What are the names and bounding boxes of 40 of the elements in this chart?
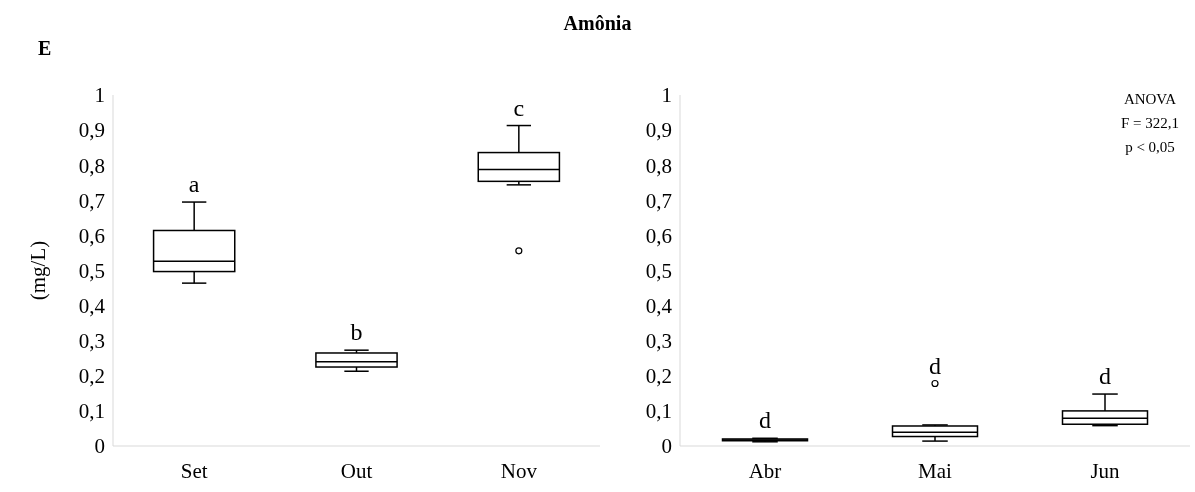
annotation: ANOVA <box>1123 91 1177 107</box>
x-tick-label: Set <box>180 459 208 483</box>
y-tick-label: 0 <box>661 434 672 459</box>
y-tick-label: 0,5 <box>645 258 672 283</box>
y-tick-label: 0,3 <box>645 329 672 354</box>
x-tick-label: Nov <box>500 459 538 483</box>
annotation: c <box>513 94 525 121</box>
annotation: F = 322,1 <box>1120 115 1180 131</box>
y-tick-label: 0,6 <box>645 223 672 248</box>
y-tick-label: 0,7 <box>645 188 672 213</box>
x-tick-label: Jun <box>1090 459 1121 483</box>
y-tick-label: 1 <box>94 83 105 108</box>
y-axis-title: (mg/L) <box>26 240 50 301</box>
y-tick-label: 0,4 <box>645 293 673 318</box>
x-tick-label: Abr <box>748 459 782 483</box>
y-tick-label: 0,7 <box>78 188 105 213</box>
x-tick-label: Mai <box>918 459 953 483</box>
y-tick-label: 0,3 <box>78 329 105 354</box>
annotation: d <box>929 352 941 379</box>
y-tick-label: 0,2 <box>78 364 105 389</box>
y-tick-label: 0,4 <box>78 293 106 318</box>
x-tick-label: Out <box>340 459 373 483</box>
annotation: b <box>350 319 363 346</box>
annotation: p < 0,05 <box>1125 139 1175 155</box>
y-tick-label: 1 <box>661 83 672 108</box>
annotation: d <box>1099 363 1111 390</box>
text: E <box>38 37 52 59</box>
annotation: a <box>188 171 200 198</box>
y-tick-label: 0,8 <box>645 153 672 178</box>
y-tick-label: 0,1 <box>645 399 672 424</box>
y-tick-label: 0,8 <box>78 153 105 178</box>
chart-title: Amônia <box>563 12 632 34</box>
y-tick-label: 0,6 <box>78 223 105 248</box>
y-tick-label: 0 <box>94 434 105 459</box>
y-tick-label: 0,9 <box>645 118 672 143</box>
y-tick-label: 0,5 <box>78 258 105 283</box>
y-tick-label: 0,9 <box>78 118 105 143</box>
y-tick-label: 0,1 <box>78 399 105 424</box>
y-tick-label: 0,2 <box>645 364 672 389</box>
annotation: d <box>759 407 771 434</box>
